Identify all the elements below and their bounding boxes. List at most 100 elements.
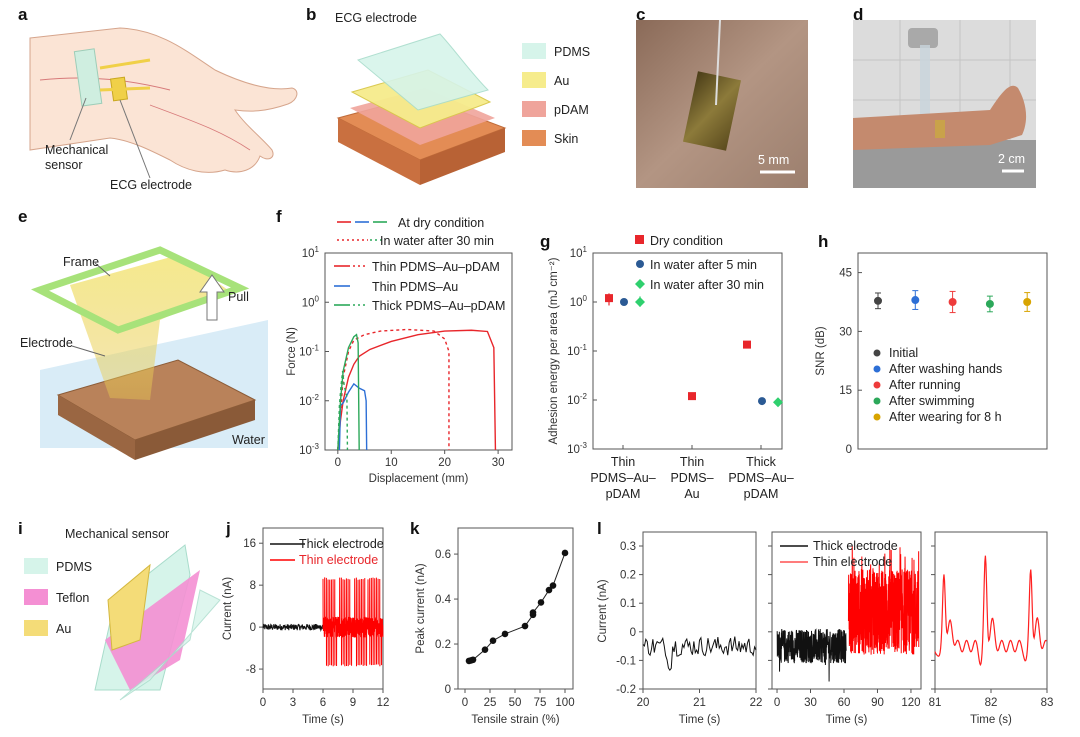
x-tick-label: 75 [534, 697, 547, 709]
y-tick-label: 0.3 [620, 541, 636, 553]
y-tick-label: 0.6 [435, 549, 451, 561]
series-line [337, 328, 450, 451]
legend-swatch [24, 620, 48, 636]
series-line [468, 552, 566, 662]
series-line [337, 329, 497, 451]
x-category-label: Thin [611, 455, 635, 469]
y-tick-label: 15 [839, 385, 852, 397]
x-tick-label: 0 [774, 697, 780, 709]
y-tick-label: 10-3 [299, 442, 319, 457]
x-tick-label: 0 [260, 697, 266, 709]
legend-label: After running [889, 378, 961, 392]
x-axis-label: Time (s) [826, 714, 868, 726]
y-tick-label: 101 [570, 245, 588, 260]
chart-l-subplot: 0 30 60 90 120 Time (s) Thick electrode Thin el… [768, 531, 922, 726]
legend-marker [873, 413, 881, 421]
panel-label-c: c [636, 5, 645, 24]
panel-label-d: d [853, 5, 863, 24]
plot-frame [457, 527, 574, 690]
legend-label: In water after 30 min [380, 234, 494, 248]
y-tick-label: 101 [302, 245, 320, 260]
x-tick-label: 50 [509, 697, 522, 709]
x-tick-label: 22 [750, 697, 763, 709]
chart-l: Current (nA) -0.2 -0.1 0 0.1 0.2 0.3 20 21 22 Time… [597, 531, 1053, 726]
frame [30, 246, 250, 334]
x-tick-label: 0 [335, 457, 341, 469]
data-point [545, 586, 553, 594]
series-line-thin [322, 577, 384, 667]
y-tick-label: 0 [250, 622, 256, 634]
data-point [605, 294, 613, 303]
data-point [773, 397, 783, 408]
panel-a-hand-illustration: Mechanical sensor ECG electrode [29, 27, 298, 192]
panel-label-e: e [18, 207, 27, 226]
x-tick-label: 6 [320, 697, 326, 709]
legend-label: Thin PDMS–Au–pDAM [372, 260, 500, 274]
plot-frame [771, 531, 922, 690]
panel-i-legend: PDMS Teflon Au [24, 558, 92, 636]
data-point [688, 392, 696, 401]
y-tick-label: 0.4 [435, 594, 452, 606]
x-axis-label: Time (s) [970, 714, 1012, 726]
legend-label: Initial [889, 346, 918, 360]
legend-swatch [522, 130, 546, 146]
x-tick-label: 100 [555, 697, 574, 709]
y-axis-label: SNR (dB) [815, 326, 827, 375]
y-tick-label: 30 [839, 326, 852, 338]
x-category-label: Thin [680, 455, 704, 469]
panel-label-g: g [540, 232, 550, 251]
y-tick-label: 0.2 [620, 570, 636, 582]
legend-label: Thick electrode [299, 537, 384, 551]
y-tick-label: 10-1 [567, 343, 587, 358]
legend-label: Dry condition [650, 234, 723, 248]
legend-label: Thick electrode [813, 539, 898, 553]
panel-label-l: l [597, 519, 602, 538]
data-point [874, 296, 882, 305]
x-tick-label: 90 [871, 697, 884, 709]
y-tick-label: -0.2 [616, 684, 636, 696]
data-point [620, 298, 628, 306]
x-tick-label: 82 [985, 697, 998, 709]
x-axis-label: Time (s) [302, 714, 344, 726]
y-axis-label: Peak current (nA) [415, 563, 427, 653]
panel-label-k: k [410, 519, 420, 538]
electrode-funnel [70, 255, 228, 400]
legend-label: In water after 30 min [650, 278, 764, 292]
electrode-on-skin [682, 71, 742, 151]
chart-g: 10-3 10-2 10-1 100 101 Adhesion energy per ar… [548, 234, 794, 501]
mechanical-sensor-patch [73, 48, 103, 107]
series-line [642, 636, 757, 671]
pdms-layer [356, 33, 489, 111]
x-tick-label: 0 [462, 697, 468, 709]
panel-b-title: ECG electrode [335, 11, 417, 25]
panel-label-f: f [276, 207, 282, 226]
legend-swatch [24, 558, 48, 574]
chart-j: -8 0 8 16 0 3 6 9 12 Time (s) Current (nA) Thick el… [222, 527, 389, 726]
legend-marker [635, 279, 645, 289]
legend-label: Skin [554, 132, 578, 146]
x-category-label: PDMS–Au– [590, 471, 655, 485]
x-tick-label: 60 [838, 697, 851, 709]
chart-l-subplot: 81 82 83 Time (s) [929, 531, 1053, 726]
x-axis-label: Displacement (mm) [369, 473, 469, 485]
x-tick-label: 120 [901, 697, 920, 709]
x-tick-label: 20 [438, 457, 451, 469]
panel-label-b: b [306, 5, 316, 24]
x-category-label: Thick [746, 455, 777, 469]
y-tick-label: 16 [243, 538, 256, 550]
y-axis-label: Force (N) [286, 327, 298, 376]
y-axis-label: Current (nA) [597, 579, 609, 642]
legend-swatch [522, 43, 546, 59]
data-point [911, 296, 920, 305]
legend-label: After wearing for 8 h [889, 410, 1002, 424]
series-line-thick [262, 623, 324, 633]
y-tick-label: 0 [846, 444, 852, 456]
series-line-thin [847, 546, 920, 655]
legend-label: Thin electrode [299, 553, 378, 567]
label-pull: Pull [228, 290, 249, 304]
x-axis-label: Time (s) [679, 714, 721, 726]
x-category-label: Au [684, 487, 699, 501]
